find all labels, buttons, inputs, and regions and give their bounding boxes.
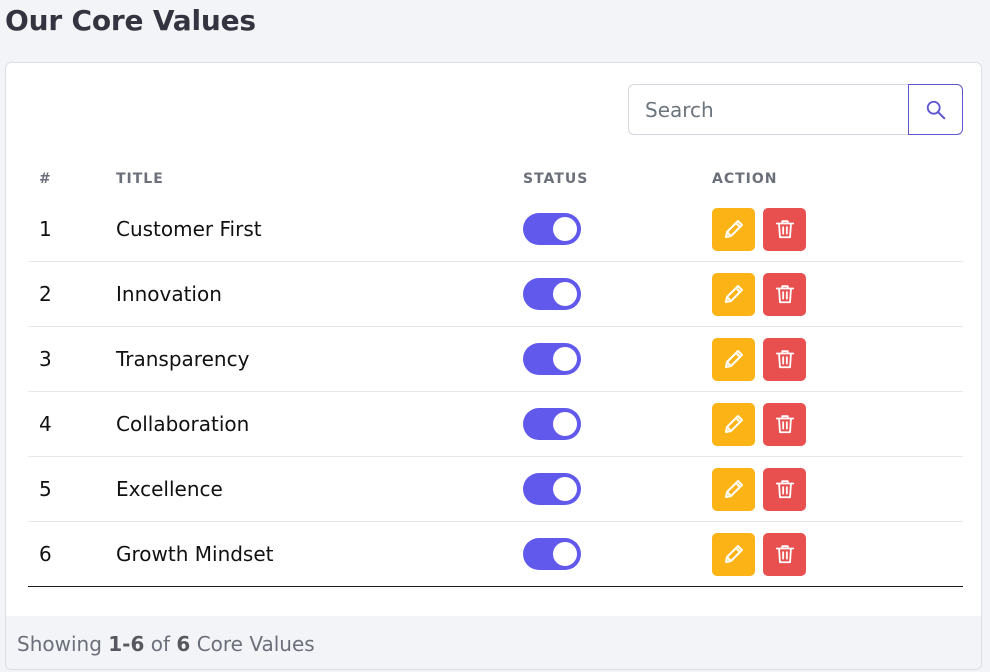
row-number: 4 <box>28 391 116 457</box>
pencil-icon <box>724 285 743 303</box>
values-card: # TITLE STATUS ACTION 1 Customer First <box>5 62 982 670</box>
pencil-icon <box>724 545 743 563</box>
status-toggle[interactable] <box>523 408 581 440</box>
trash-icon <box>775 350 795 369</box>
delete-button[interactable] <box>763 402 807 446</box>
row-actions <box>712 391 963 457</box>
row-status <box>523 391 712 457</box>
table-row: 1 Customer First <box>28 197 963 262</box>
row-title: Transparency <box>116 326 523 392</box>
toggle-knob <box>553 542 577 566</box>
search-input[interactable] <box>628 84 908 135</box>
trash-icon <box>775 220 795 239</box>
row-status <box>523 456 712 522</box>
pencil-icon <box>724 480 743 498</box>
summary-range: 1-6 <box>108 631 145 656</box>
search-button[interactable] <box>908 84 963 135</box>
trash-icon <box>775 285 795 304</box>
values-table: # TITLE STATUS ACTION 1 Customer First <box>28 161 963 587</box>
table-row: 4 Collaboration <box>28 391 963 457</box>
delete-button[interactable] <box>763 337 807 381</box>
row-status <box>523 261 712 327</box>
toggle-knob <box>553 347 577 371</box>
edit-button[interactable] <box>712 337 755 381</box>
row-number: 5 <box>28 456 116 522</box>
summary-of: of <box>150 631 171 656</box>
header-num: # <box>39 171 52 187</box>
row-number: 6 <box>28 521 116 587</box>
edit-button[interactable] <box>712 207 755 251</box>
row-actions <box>712 326 963 392</box>
search-icon <box>926 100 945 119</box>
summary-total: 6 <box>176 631 191 656</box>
status-toggle[interactable] <box>523 473 581 505</box>
header-action: ACTION <box>712 171 778 187</box>
row-actions <box>712 261 963 327</box>
row-number: 3 <box>28 326 116 392</box>
row-title: Growth Mindset <box>116 521 523 587</box>
status-toggle[interactable] <box>523 278 581 310</box>
delete-button[interactable] <box>763 272 807 316</box>
toggle-knob <box>553 282 577 306</box>
trash-icon <box>775 545 795 564</box>
row-status <box>523 521 712 587</box>
pencil-icon <box>724 415 743 433</box>
row-title: Innovation <box>116 261 523 327</box>
table-row: 6 Growth Mindset <box>28 521 963 587</box>
edit-button[interactable] <box>712 467 755 511</box>
pagination-summary: Showing 1-6 of 6 Core Values <box>6 616 981 669</box>
delete-button[interactable] <box>763 532 807 576</box>
search-group <box>628 84 963 135</box>
row-title: Excellence <box>116 456 523 522</box>
row-title: Customer First <box>116 217 262 241</box>
delete-button[interactable] <box>763 207 807 251</box>
toggle-knob <box>553 217 577 241</box>
status-toggle[interactable] <box>523 343 581 375</box>
trash-icon <box>775 415 795 434</box>
row-status <box>523 197 712 262</box>
table-row: 2 Innovation <box>28 261 963 327</box>
status-toggle[interactable] <box>523 538 581 570</box>
summary-prefix: Showing <box>17 631 102 656</box>
toggle-knob <box>553 477 577 501</box>
summary-suffix: Core Values <box>196 631 315 656</box>
edit-button[interactable] <box>712 532 755 576</box>
row-status <box>523 326 712 392</box>
toggle-knob <box>553 412 577 436</box>
table-row: 5 Excellence <box>28 456 963 522</box>
pencil-icon <box>724 220 743 238</box>
row-title: Collaboration <box>116 391 523 457</box>
header-status: STATUS <box>523 171 589 187</box>
trash-icon <box>775 480 795 499</box>
edit-button[interactable] <box>712 402 755 446</box>
row-number: 2 <box>28 261 116 327</box>
row-number: 1 <box>39 217 52 241</box>
pencil-icon <box>724 350 743 368</box>
page-title: Our Core Values <box>5 4 256 37</box>
row-actions <box>712 197 963 262</box>
delete-button[interactable] <box>763 467 807 511</box>
edit-button[interactable] <box>712 272 755 316</box>
header-title: TITLE <box>116 171 164 187</box>
table-row: 3 Transparency <box>28 326 963 392</box>
row-actions <box>712 456 963 522</box>
row-actions <box>712 521 963 587</box>
status-toggle[interactable] <box>523 213 581 245</box>
table-header-row: # TITLE STATUS ACTION <box>28 161 963 197</box>
